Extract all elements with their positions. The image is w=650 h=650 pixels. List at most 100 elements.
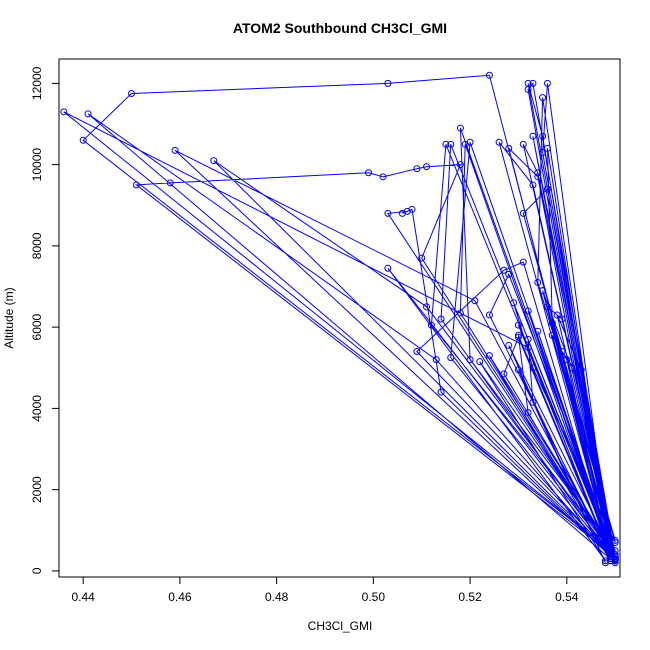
data-point — [166, 179, 174, 187]
data-point — [379, 173, 387, 181]
data-point — [500, 370, 508, 378]
data-point — [398, 209, 406, 217]
data-point — [495, 138, 503, 146]
data-point — [60, 108, 68, 116]
data-point — [79, 136, 87, 144]
data-point — [514, 321, 522, 329]
data-point — [601, 557, 609, 565]
data-point — [485, 352, 493, 360]
data-point — [500, 266, 508, 274]
data-point — [548, 319, 556, 327]
data-point — [539, 287, 547, 295]
data-point — [514, 333, 522, 341]
data-point — [384, 209, 392, 217]
data-point — [558, 315, 566, 323]
data-point — [539, 148, 547, 156]
data-point — [519, 209, 527, 217]
y-tick-label: 6000 — [30, 313, 44, 340]
data-point — [423, 163, 431, 171]
x-tick-label: 0.54 — [555, 590, 579, 604]
data-point — [534, 173, 542, 181]
x-axis-label: CH3Cl_GMI — [308, 619, 373, 633]
data-point — [539, 94, 547, 102]
data-point — [437, 315, 445, 323]
data-point — [524, 307, 532, 315]
data-point — [611, 536, 619, 544]
data-point — [466, 138, 474, 146]
x-axis: 0.44 0.46 0.48 0.50 0.52 0.54 — [72, 576, 579, 604]
data-point — [471, 297, 479, 305]
data-point — [529, 181, 537, 189]
data-point — [514, 331, 522, 339]
data-point — [529, 364, 537, 372]
data-point — [534, 327, 542, 335]
data-point — [447, 354, 455, 362]
data-point — [524, 343, 532, 351]
data-point — [423, 303, 431, 311]
data-point — [553, 311, 561, 319]
data-point — [432, 356, 440, 364]
y-tick-label: 2000 — [30, 476, 44, 503]
data-point — [539, 132, 547, 140]
data-point — [543, 144, 551, 152]
y-tick-label: 12000 — [30, 66, 44, 100]
data-point — [365, 169, 373, 177]
data-point — [427, 321, 435, 329]
data-point — [505, 270, 513, 278]
x-tick-label: 0.50 — [362, 590, 386, 604]
x-tick-label: 0.48 — [265, 590, 289, 604]
data-point — [505, 341, 513, 349]
data-point — [519, 140, 527, 148]
data-point — [572, 368, 580, 376]
data-point — [485, 71, 493, 79]
y-axis: 0 2000 4000 6000 8000 10000 12000 — [30, 66, 60, 574]
y-tick-label: 8000 — [30, 232, 44, 259]
data-point — [510, 299, 518, 307]
data-point — [456, 161, 464, 169]
data-point — [611, 559, 619, 567]
data-point — [210, 157, 218, 165]
chart-title: ATOM2 Southbound CH3Cl_GMI — [233, 20, 447, 36]
data-point — [563, 356, 571, 364]
data-point — [606, 551, 614, 559]
data-point — [611, 555, 619, 563]
data-point — [132, 181, 140, 189]
y-tick-label: 4000 — [30, 395, 44, 422]
data-point — [606, 549, 614, 557]
y-axis-label: Altitude (m) — [2, 287, 16, 348]
data-point — [437, 388, 445, 396]
data-point — [384, 79, 392, 87]
data-point — [529, 398, 537, 406]
data-point — [505, 144, 513, 152]
data-point — [418, 254, 426, 262]
data-point — [529, 79, 537, 87]
data-point — [413, 348, 421, 356]
y-tick-label: 10000 — [30, 148, 44, 182]
data-point — [601, 559, 609, 567]
data-point — [524, 335, 532, 343]
data-point — [442, 140, 450, 148]
x-tick-label: 0.44 — [72, 590, 96, 604]
data-point — [568, 364, 576, 372]
data-point — [519, 258, 527, 266]
data-point — [524, 79, 532, 87]
data-point — [529, 132, 537, 140]
data-point — [548, 331, 556, 339]
x-tick-label: 0.52 — [458, 590, 482, 604]
data-point — [543, 79, 551, 87]
data-point — [558, 348, 566, 356]
data-point — [171, 146, 179, 154]
data-point — [456, 309, 464, 317]
data-point — [456, 124, 464, 132]
data-point — [476, 358, 484, 366]
data-point — [534, 169, 542, 177]
data-point — [384, 264, 392, 272]
series-line — [63, 74, 616, 564]
data-point — [408, 205, 416, 213]
series-0 — [60, 71, 619, 567]
data-point — [447, 140, 455, 148]
data-point — [84, 110, 92, 118]
data-point — [524, 408, 532, 416]
y-tick-label: 0 — [30, 567, 44, 574]
